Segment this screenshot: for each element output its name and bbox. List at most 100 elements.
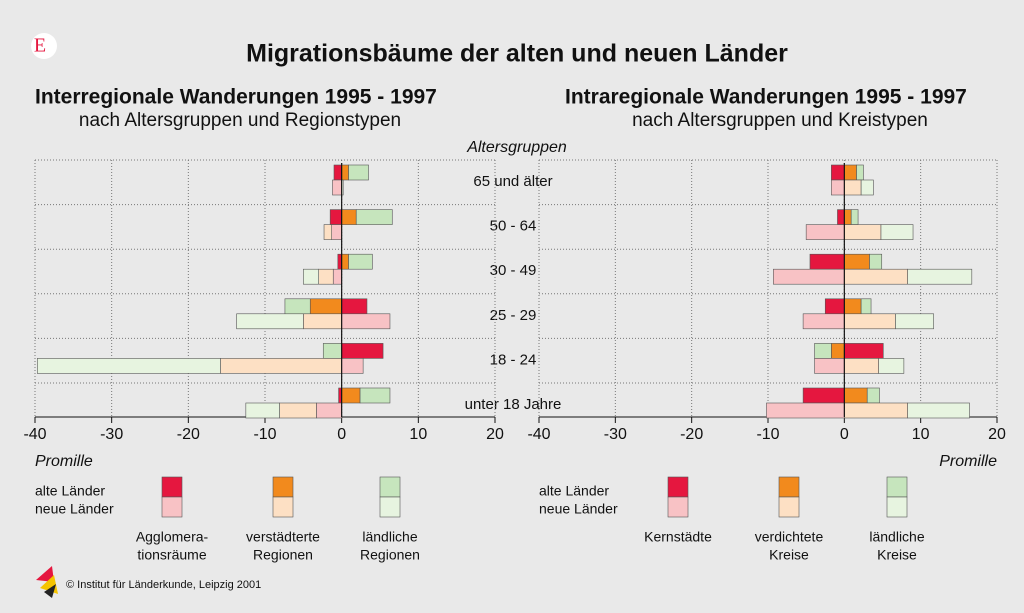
x-tick-label: -10 xyxy=(756,426,779,443)
bar-segment xyxy=(303,313,342,330)
legend-label: Kreise xyxy=(769,547,809,563)
bar-segment xyxy=(341,343,384,359)
chart-subtitle: nach Altersgruppen und Kreistypen xyxy=(632,110,928,131)
legend-label: Kernstädte xyxy=(644,529,712,545)
legend-label: Regionen xyxy=(253,547,313,563)
bar-segment xyxy=(907,268,973,285)
bar-segment xyxy=(331,224,342,240)
bar-segment xyxy=(814,358,845,374)
legend-label: verdichtete xyxy=(755,529,824,545)
bar-segment xyxy=(809,253,845,270)
bar-segment xyxy=(341,209,357,225)
bar-segment xyxy=(866,387,880,404)
bar-segment xyxy=(831,164,845,181)
bar-segment xyxy=(837,209,845,225)
legend-label: Regionen xyxy=(360,547,420,563)
x-axis-label: Promille xyxy=(939,453,997,470)
bar-segment xyxy=(279,402,317,419)
age-label: 50 - 64 xyxy=(490,218,537,235)
bar-segment xyxy=(869,253,883,270)
bar-segment xyxy=(844,164,857,181)
legend-label: tionsräume xyxy=(137,547,206,563)
bar-segment xyxy=(332,268,342,285)
legend-swatch xyxy=(886,476,908,498)
x-tick-label: -40 xyxy=(527,426,550,443)
bar-segment xyxy=(341,253,349,270)
bar-segment xyxy=(316,402,342,419)
bar-segment xyxy=(824,298,845,315)
bar-segment xyxy=(814,343,832,359)
logo-badge xyxy=(31,33,57,59)
legend-swatch xyxy=(272,496,294,518)
bar-segment xyxy=(802,387,845,404)
x-tick-label: -10 xyxy=(253,426,276,443)
bar-segment xyxy=(860,179,874,196)
bar-segment xyxy=(844,298,862,315)
bar-segment xyxy=(844,179,862,196)
age-label: 18 - 24 xyxy=(490,351,537,368)
bar-segment xyxy=(766,402,845,419)
bar-segment xyxy=(844,209,852,225)
bar-segment xyxy=(329,209,342,225)
x-tick-label: 10 xyxy=(409,426,427,443)
bar-segment xyxy=(844,343,884,359)
bar-segment xyxy=(359,387,391,404)
bar-segment xyxy=(309,298,342,315)
bar-segment xyxy=(341,164,349,181)
bar-segment xyxy=(844,268,908,285)
legend-group: alte Länder xyxy=(539,483,609,499)
x-tick-label: -20 xyxy=(680,426,703,443)
age-label: unter 18 Jahre xyxy=(465,396,562,413)
legend-swatch xyxy=(667,476,689,498)
bar-segment xyxy=(831,179,845,196)
bar-segment xyxy=(332,179,342,196)
legend-swatch xyxy=(778,476,800,498)
bar-segment xyxy=(844,253,870,270)
x-axis-label: Promille xyxy=(35,453,93,470)
footer-logo xyxy=(36,566,54,582)
bar-segment xyxy=(341,313,391,330)
age-label: 25 - 29 xyxy=(490,307,537,324)
legend-group: neue Länder xyxy=(539,501,618,517)
x-tick-label: -20 xyxy=(177,426,200,443)
bar-segment xyxy=(36,358,221,374)
legend-label: ländliche xyxy=(362,529,417,545)
bar-segment xyxy=(341,358,364,374)
legend-label: Kreise xyxy=(877,547,917,563)
bar-segment xyxy=(348,164,369,181)
bar-segment xyxy=(323,224,332,240)
x-tick-label: 20 xyxy=(486,426,504,443)
age-axis-title: Altersgruppen xyxy=(466,139,567,156)
bar-segment xyxy=(878,358,905,374)
legend-label: verstädterte xyxy=(246,529,320,545)
legend-swatch xyxy=(272,476,294,498)
footer-logo xyxy=(44,584,56,598)
bar-segment xyxy=(348,253,373,270)
bar-segment xyxy=(844,402,908,419)
x-tick-label: -40 xyxy=(23,426,46,443)
footer: © Institut für Länderkunde, Leipzig 2001 xyxy=(66,579,261,591)
bar-segment xyxy=(880,224,914,240)
x-tick-label: -30 xyxy=(100,426,123,443)
legend-swatch xyxy=(778,496,800,518)
bar-segment xyxy=(907,402,970,419)
legend-label: ländliche xyxy=(869,529,924,545)
x-tick-label: 0 xyxy=(337,426,346,443)
bar-segment xyxy=(844,224,882,240)
bar-segment xyxy=(355,209,393,225)
bar-segment xyxy=(284,298,311,315)
legend-group: alte Länder xyxy=(35,483,105,499)
bar-segment xyxy=(318,268,334,285)
legend-label: Agglomera- xyxy=(136,529,209,545)
bar-segment xyxy=(236,313,304,330)
bar-segment xyxy=(850,209,859,225)
logo: E xyxy=(34,35,46,57)
bar-segment xyxy=(333,164,342,181)
bar-segment xyxy=(220,358,342,374)
x-tick-label: 20 xyxy=(988,426,1006,443)
bar-segment xyxy=(860,298,872,315)
legend-swatch xyxy=(161,496,183,518)
chart-title: Intraregionale Wanderungen 1995 - 1997 xyxy=(565,86,967,109)
bar-segment xyxy=(773,268,845,285)
